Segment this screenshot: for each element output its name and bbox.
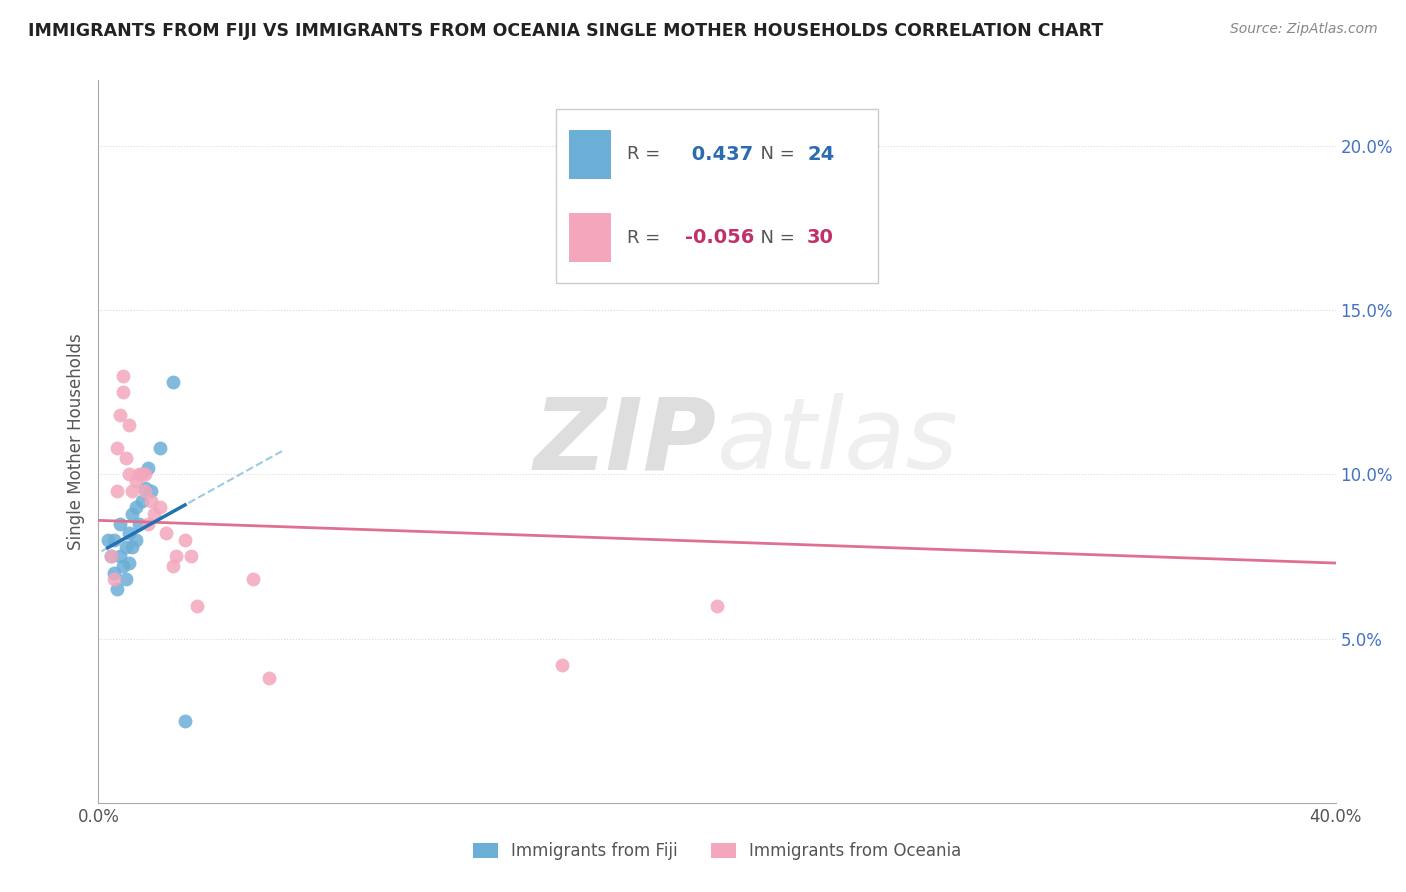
Point [180, 549, 202, 564]
Point [112, 559, 135, 574]
Point [105, 483, 128, 498]
Point [103, 533, 125, 547]
Point [186, 599, 208, 613]
Point [162, 376, 184, 390]
Point [136, 516, 159, 531]
Point [112, 368, 135, 383]
Point [118, 556, 141, 570]
Point [143, 507, 166, 521]
Point [105, 582, 128, 597]
Point [124, 533, 146, 547]
Point [134, 483, 156, 498]
Point [134, 467, 156, 482]
Point [121, 540, 143, 554]
Point [706, 599, 728, 613]
Text: Source: ZipAtlas.com: Source: ZipAtlas.com [1230, 22, 1378, 37]
Point [118, 526, 141, 541]
Point [131, 467, 153, 482]
Text: ZIP: ZIP [534, 393, 717, 490]
Point [115, 450, 138, 465]
Legend: Immigrants from Fiji, Immigrants from Oceania: Immigrants from Fiji, Immigrants from Oc… [465, 836, 969, 867]
Point [149, 500, 172, 515]
Point [100, 549, 122, 564]
Point [139, 483, 162, 498]
Point [257, 671, 280, 685]
Point [124, 500, 146, 515]
Point [128, 467, 150, 482]
Point [115, 540, 138, 554]
Point [100, 549, 122, 564]
Point [121, 483, 143, 498]
Point [242, 573, 264, 587]
Point [118, 418, 141, 433]
Point [121, 507, 143, 521]
Point [115, 573, 138, 587]
Point [149, 441, 172, 455]
Point [128, 516, 150, 531]
Point [108, 549, 131, 564]
Point [136, 460, 159, 475]
Text: IMMIGRANTS FROM FIJI VS IMMIGRANTS FROM OCEANIA SINGLE MOTHER HOUSEHOLDS CORRELA: IMMIGRANTS FROM FIJI VS IMMIGRANTS FROM … [28, 22, 1104, 40]
Point [103, 573, 125, 587]
Point [134, 481, 156, 495]
Point [124, 474, 146, 488]
Point [112, 385, 135, 400]
Point [131, 493, 153, 508]
Point [174, 714, 197, 728]
Point [174, 533, 197, 547]
Y-axis label: Single Mother Households: Single Mother Households [66, 334, 84, 549]
Point [108, 516, 131, 531]
Point [105, 441, 128, 455]
Point [155, 526, 177, 541]
Point [118, 467, 141, 482]
Text: atlas: atlas [717, 393, 959, 490]
Point [97, 533, 120, 547]
Point [551, 657, 574, 672]
Point [165, 549, 187, 564]
Point [162, 559, 184, 574]
Point [108, 409, 131, 423]
Point [139, 493, 162, 508]
Point [103, 566, 125, 580]
